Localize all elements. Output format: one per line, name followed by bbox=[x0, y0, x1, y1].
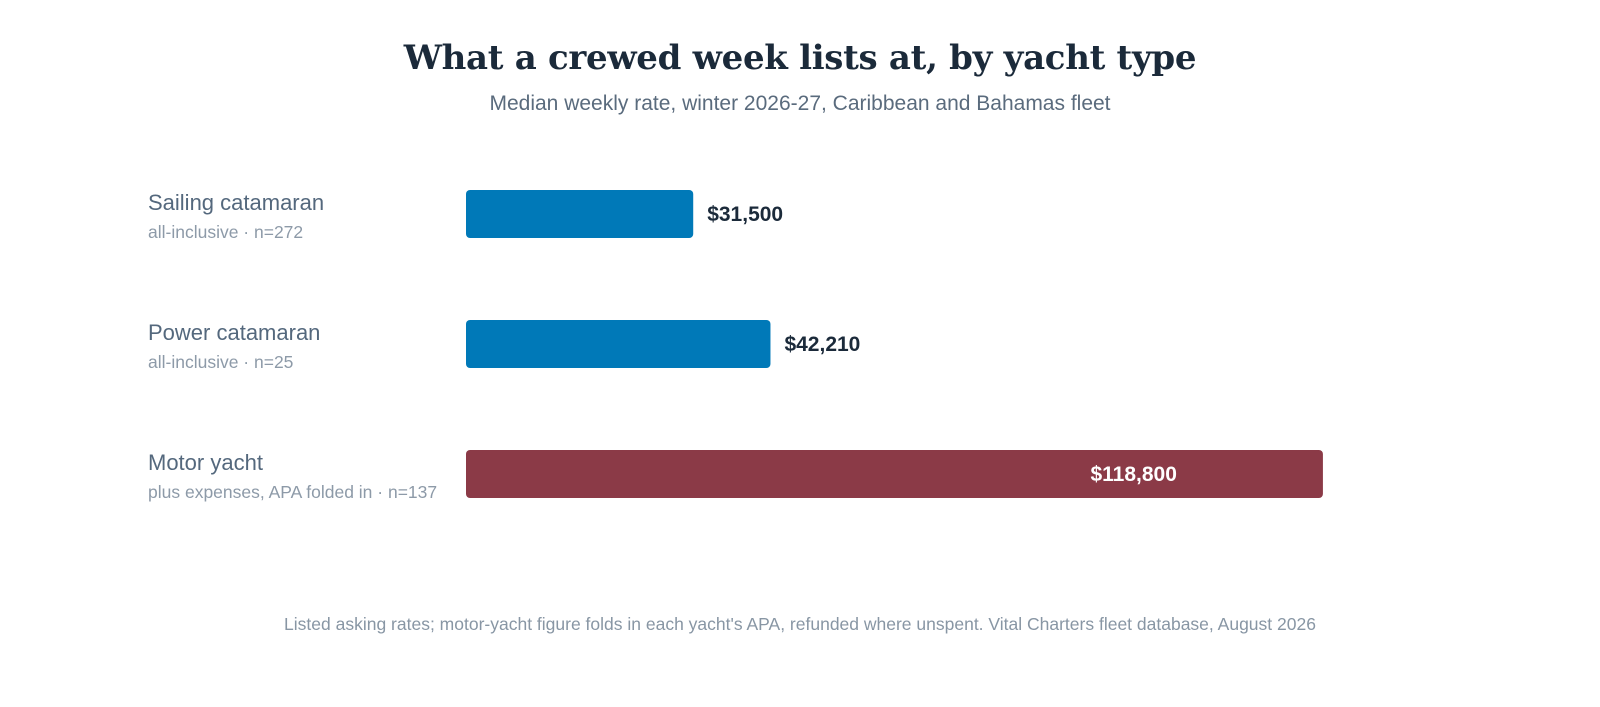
bar-sailing-catamaran bbox=[466, 190, 694, 238]
category-note: plus expenses, APA folded in · n=137 bbox=[148, 482, 437, 502]
chart-subtitle: Median weekly rate, winter 2026-27, Cari… bbox=[489, 92, 1111, 115]
category-label: Power catamaran bbox=[148, 320, 320, 345]
bar-motor-yacht bbox=[466, 450, 1323, 498]
value-label: $118,800 bbox=[1090, 463, 1176, 486]
value-label: $42,210 bbox=[784, 333, 860, 356]
bar-power-catamaran bbox=[466, 320, 771, 368]
category-label: Sailing catamaran bbox=[148, 190, 324, 215]
category-label: Motor yacht bbox=[148, 450, 263, 475]
category-note: all-inclusive · n=25 bbox=[148, 352, 293, 372]
chart-title: What a crewed week lists at, by yacht ty… bbox=[403, 38, 1197, 78]
chart-footnote: Listed asking rates; motor-yacht figure … bbox=[284, 614, 1316, 634]
value-label: $31,500 bbox=[707, 203, 783, 226]
category-note: all-inclusive · n=272 bbox=[148, 222, 303, 242]
